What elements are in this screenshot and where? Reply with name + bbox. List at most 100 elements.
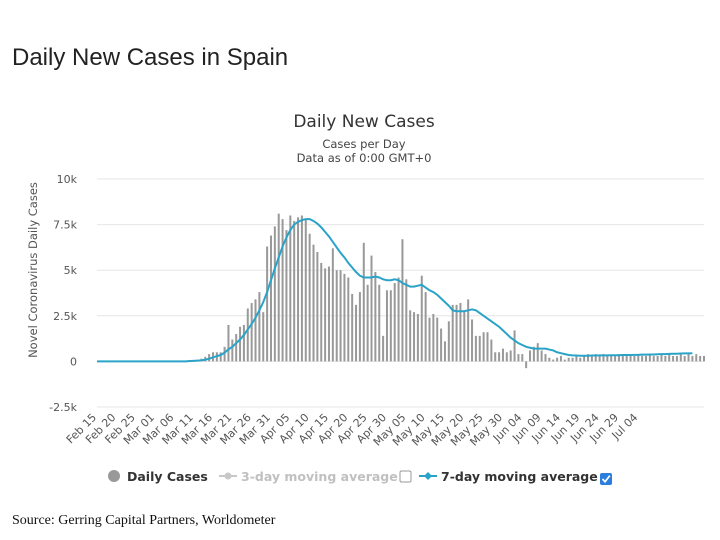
daily-cases-bar — [633, 355, 636, 362]
daily-cases-bar — [575, 355, 578, 362]
daily-cases-bar — [641, 355, 644, 362]
daily-cases-bar — [362, 242, 365, 362]
daily-cases-bar — [293, 220, 296, 362]
daily-cases-bar — [250, 303, 253, 362]
daily-cases-bar — [242, 324, 245, 362]
checkmark-icon — [601, 475, 611, 484]
daily-cases-bar — [505, 352, 508, 362]
y-tick-label: -2.5k — [49, 401, 77, 414]
daily-cases-bar — [513, 330, 516, 362]
daily-cases-bar — [455, 304, 458, 362]
daily-cases-bar — [652, 355, 655, 362]
daily-cases-bar — [563, 359, 566, 362]
daily-cases-bar — [606, 355, 609, 362]
legend-3day-average-checkbox[interactable] — [399, 470, 412, 483]
daily-cases-bar — [498, 352, 501, 362]
daily-cases-bar — [703, 355, 705, 362]
daily-cases-bar — [246, 308, 249, 362]
daily-cases-bar — [297, 217, 300, 362]
daily-cases-bar — [393, 282, 396, 362]
daily-cases-bar — [331, 248, 334, 362]
y-axis-label: Novel Coronavirus Daily Cases — [26, 182, 40, 358]
daily-cases-bar — [308, 233, 311, 362]
daily-cases-bar — [598, 355, 601, 362]
daily-cases-bar — [509, 350, 512, 362]
daily-cases-bar — [648, 354, 651, 362]
daily-cases-bar — [594, 354, 597, 362]
legend-7day-average-checkbox[interactable] — [600, 473, 612, 485]
daily-cases-bar — [478, 335, 481, 362]
daily-cases-bar — [447, 321, 450, 362]
daily-cases-bar — [679, 354, 682, 362]
daily-cases-bar — [482, 332, 485, 362]
daily-cases-bar — [501, 348, 504, 362]
daily-cases-bar — [281, 219, 284, 362]
daily-cases-bar — [525, 361, 528, 369]
daily-cases-bar — [656, 355, 659, 362]
daily-cases-bar — [382, 335, 385, 362]
legend-3day-average[interactable]: 3-day moving average — [219, 469, 398, 484]
daily-cases-chart: Daily New Cases Cases per Day Data as of… — [26, 112, 705, 485]
daily-cases-bar — [559, 355, 562, 362]
daily-cases-bar — [583, 355, 586, 362]
daily-cases-bar — [695, 354, 698, 362]
daily-cases-bar — [300, 215, 303, 362]
daily-cases-bar — [378, 284, 381, 362]
daily-cases-bar — [517, 354, 520, 362]
daily-cases-bar — [536, 343, 539, 362]
legend-3day-average-dot-icon — [224, 472, 232, 480]
daily-cases-bar — [691, 355, 694, 362]
daily-cases-bar — [231, 339, 234, 362]
daily-cases-bar — [219, 352, 222, 362]
daily-cases-bar — [262, 312, 265, 362]
y-tick-label: 10k — [57, 173, 78, 186]
daily-cases-bar — [567, 357, 570, 362]
y-tick-label: 7.5k — [53, 219, 77, 232]
legend-7day-average[interactable]: 7-day moving average — [419, 469, 598, 484]
daily-cases-bar — [235, 334, 238, 362]
daily-cases-bar — [451, 304, 454, 362]
daily-cases-bar — [625, 355, 628, 362]
daily-cases-bar — [327, 266, 330, 362]
legend-daily-cases[interactable]: Daily Cases — [108, 469, 208, 484]
daily-cases-bar — [602, 354, 605, 362]
daily-cases-bar — [335, 270, 338, 362]
legend-7day-average-diamond-icon — [424, 472, 432, 480]
daily-cases-bar — [471, 319, 474, 362]
daily-cases-bar — [687, 354, 690, 362]
daily-cases-bar — [343, 273, 346, 362]
daily-cases-bar — [227, 324, 230, 362]
daily-cases-bar — [347, 277, 350, 362]
legend-3day-average-label: 3-day moving average — [241, 469, 398, 484]
daily-cases-bar — [355, 304, 358, 362]
daily-cases-bar — [590, 355, 593, 362]
daily-cases-bar — [637, 354, 640, 362]
daily-cases-bar — [428, 317, 431, 362]
source-note: Source: Gerring Capital Partners, Worldo… — [12, 513, 276, 528]
daily-cases-bar — [463, 310, 466, 362]
daily-cases-bar — [351, 293, 354, 362]
daily-cases-bar — [277, 213, 280, 362]
y-tick-labels: -2.5k 0 2.5k 5k 7.5k 10k — [49, 173, 77, 414]
daily-cases-bar — [544, 354, 547, 362]
legend-7day-average-label: 7-day moving average — [441, 469, 598, 484]
daily-cases-bar — [532, 346, 535, 362]
daily-cases-bar — [440, 328, 443, 362]
daily-cases-bar — [645, 355, 648, 362]
daily-cases-bar — [579, 357, 582, 362]
daily-cases-bar — [672, 355, 675, 362]
daily-cases-bars — [188, 213, 705, 369]
seven-day-average-line — [97, 218, 693, 363]
daily-cases-bar — [668, 354, 671, 362]
daily-cases-bar — [316, 251, 319, 362]
legend-daily-cases-label: Daily Cases — [127, 469, 208, 484]
daily-cases-bar — [587, 354, 590, 362]
daily-cases-bar — [312, 244, 315, 362]
daily-cases-bar — [552, 359, 555, 362]
daily-cases-bar — [370, 255, 373, 362]
daily-cases-bar — [289, 215, 292, 362]
daily-cases-bar — [548, 357, 551, 362]
daily-cases-bar — [571, 357, 574, 362]
daily-cases-bar — [614, 355, 617, 362]
daily-cases-bar — [617, 354, 620, 362]
